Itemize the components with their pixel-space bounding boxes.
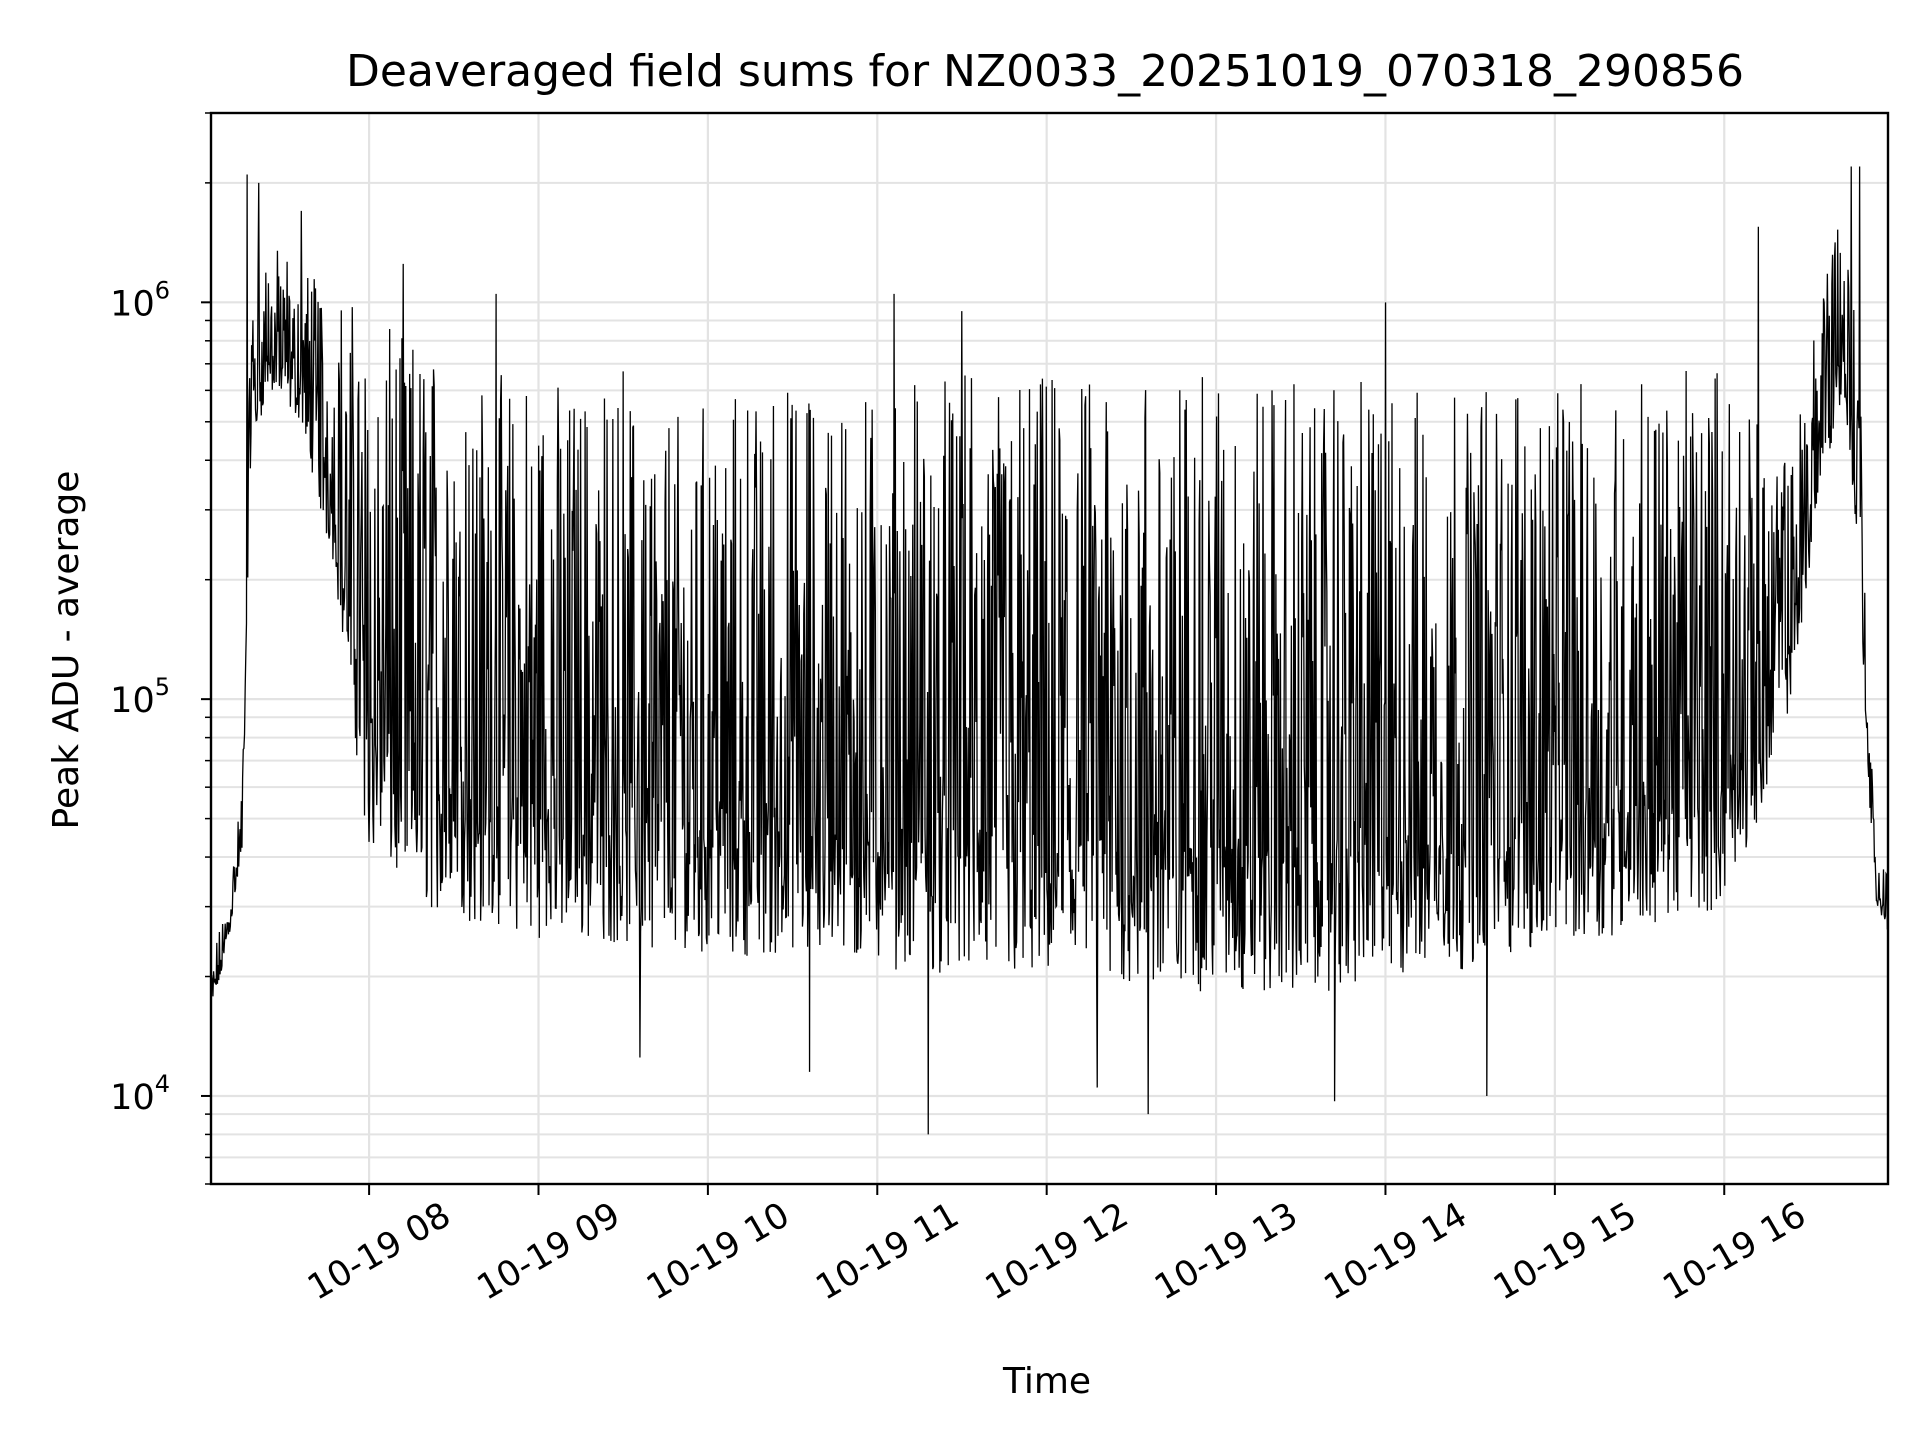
y-axis-label: Peak ADU - average [46, 471, 87, 830]
series-layer [210, 166, 1889, 1135]
y-tick-label: 104 [110, 1070, 170, 1118]
y-axis: 104 105 106 [110, 112, 211, 1185]
chart-title: Deaveraged field sums for NZ0033_2025101… [346, 46, 1744, 97]
plot-frame [209, 111, 1890, 1186]
y-tick-label: 105 [110, 673, 170, 721]
x-axis-label: Time [1002, 1361, 1091, 1402]
series-line [210, 166, 1889, 1135]
y-tick-label: 106 [110, 276, 170, 324]
